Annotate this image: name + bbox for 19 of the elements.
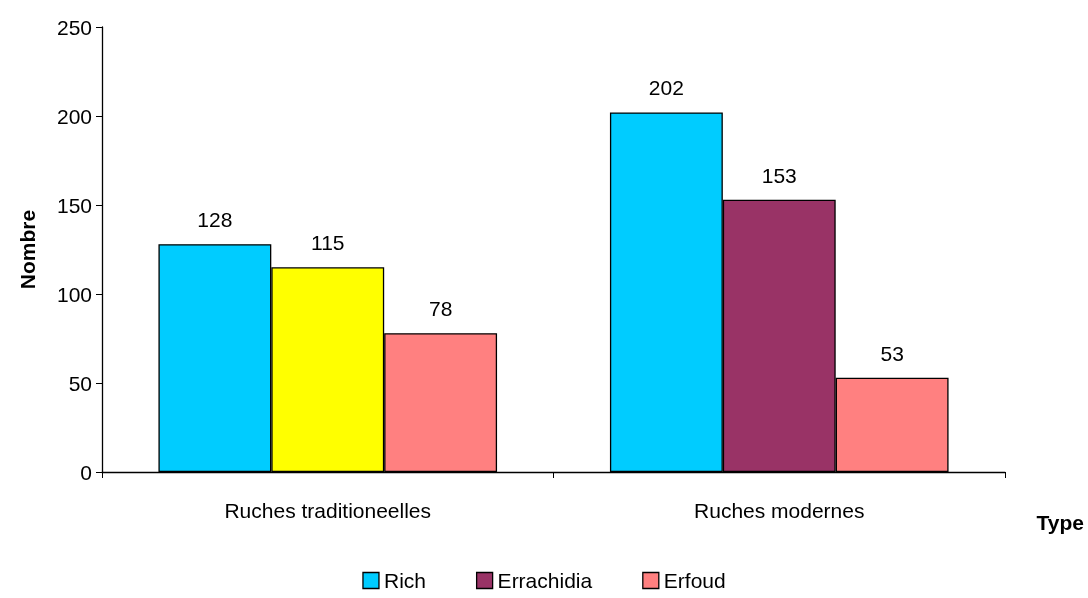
legend-label: Erfoud bbox=[663, 569, 726, 592]
data-label: 115 bbox=[311, 231, 345, 255]
y-tick-label: 100 bbox=[56, 282, 92, 306]
y-tick-label: 250 bbox=[56, 15, 92, 39]
data-label: 128 bbox=[197, 208, 233, 232]
y-tick-label: 50 bbox=[68, 371, 92, 395]
y-tick-label: 0 bbox=[80, 460, 92, 484]
x-tick-label: Ruches traditioneelles bbox=[224, 499, 432, 522]
data-label: 202 bbox=[648, 76, 684, 100]
y-axis-title: Nombre bbox=[16, 209, 39, 290]
legend-label: Errachidia bbox=[497, 569, 593, 592]
x-axis-title: Type bbox=[1036, 511, 1085, 534]
data-label: 153 bbox=[761, 163, 797, 187]
data-label: 53 bbox=[880, 341, 904, 365]
legend-label: Rich bbox=[383, 569, 426, 592]
data-label: 78 bbox=[428, 297, 453, 321]
y-tick-label: 150 bbox=[56, 193, 92, 217]
y-tick-label: 200 bbox=[56, 104, 92, 128]
x-tick-label: Ruches modernes bbox=[694, 499, 865, 522]
